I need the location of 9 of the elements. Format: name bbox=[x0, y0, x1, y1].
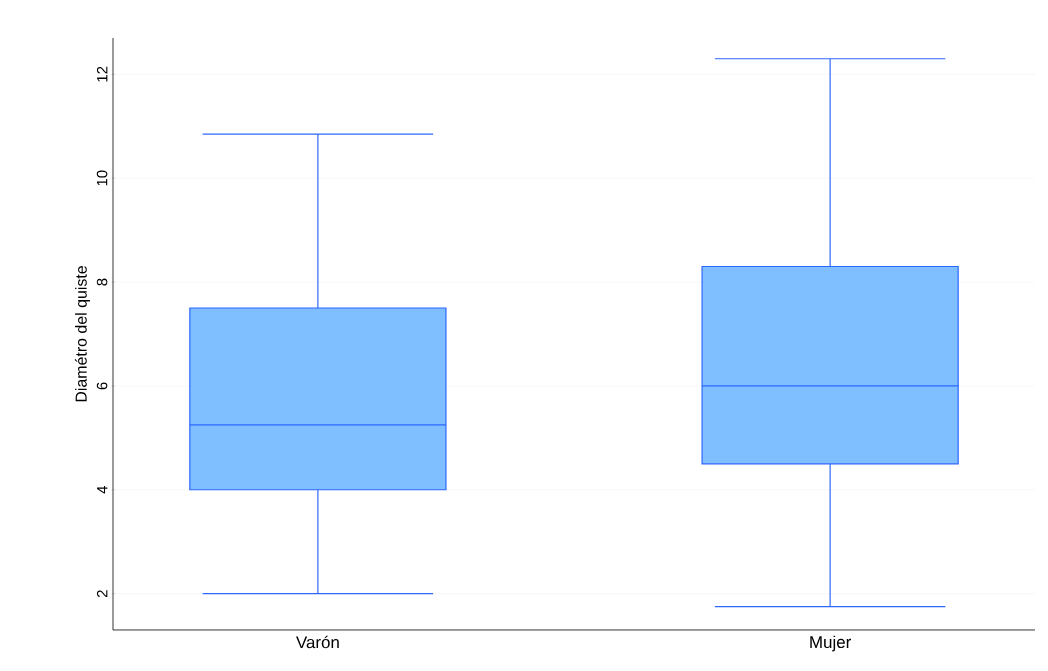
y-tick-label: 12 bbox=[96, 66, 108, 82]
y-tick-label: 6 bbox=[96, 382, 108, 390]
y-tick-label: 10 bbox=[96, 170, 108, 186]
y-tick-label: 8 bbox=[96, 278, 108, 286]
y-tick-label: 4 bbox=[97, 486, 108, 494]
x-tick-label: Mujer bbox=[810, 635, 852, 652]
y-tick-label: 2 bbox=[96, 590, 108, 598]
x-tick-label: Varón bbox=[296, 635, 339, 649]
y-axis-title: Diamétro del quiste bbox=[74, 266, 90, 402]
